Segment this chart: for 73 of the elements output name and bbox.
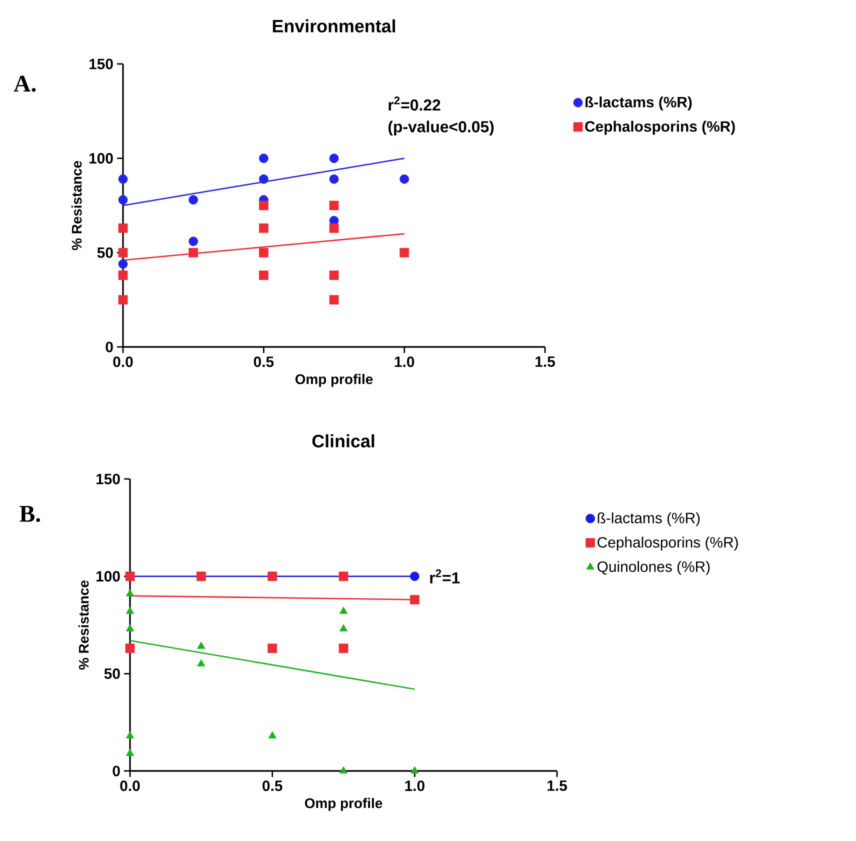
x-tick-label: 0.5 <box>254 356 274 368</box>
point <box>126 589 134 596</box>
x-tick-label: 1.0 <box>394 356 414 368</box>
point <box>268 731 276 738</box>
x-axis-title: Omp profile <box>295 374 373 387</box>
y-tick-label: 0 <box>112 766 120 776</box>
point <box>338 644 348 654</box>
x-tick-label: 0.0 <box>120 780 140 792</box>
point <box>188 236 198 246</box>
y-tick-label: 150 <box>96 474 120 484</box>
y-axis-title: % Resistance <box>71 161 82 250</box>
point <box>118 223 128 233</box>
y-tick-label: 150 <box>89 58 113 70</box>
annotation: r$^{2}$=1 <box>430 569 460 584</box>
point <box>125 644 135 654</box>
point <box>268 644 278 654</box>
point <box>258 200 268 210</box>
legend-label: ß-lactams (%R) <box>598 512 700 526</box>
point <box>329 154 339 164</box>
chart-title: Environmental <box>272 19 396 32</box>
point <box>410 594 420 604</box>
point <box>258 174 268 184</box>
point <box>118 174 128 184</box>
y-tick-label: 50 <box>104 668 120 679</box>
point <box>329 223 339 233</box>
text: A. <box>14 76 36 92</box>
point <box>118 295 128 305</box>
point <box>126 748 134 756</box>
x-tick-label: 1.0 <box>405 780 424 792</box>
point <box>188 195 198 205</box>
y-tick-label: 100 <box>96 571 120 582</box>
point <box>197 642 206 649</box>
point <box>339 766 348 774</box>
point <box>410 766 419 774</box>
legend-label: Cephalosporins (%R) <box>585 120 735 135</box>
point <box>126 606 134 614</box>
point <box>410 572 420 582</box>
point <box>197 659 206 666</box>
point <box>188 248 198 258</box>
point <box>126 731 134 738</box>
point <box>329 200 339 210</box>
y-axis-title: % Resistance <box>78 580 89 670</box>
chart-title: Clinical <box>312 434 374 448</box>
text: B. <box>20 506 40 522</box>
point <box>118 195 128 205</box>
x-tick-label: 1.5 <box>536 356 555 367</box>
point <box>258 154 268 164</box>
annotation: (p-value<0.05) <box>388 120 494 136</box>
legend-label: ß-lactams (%R) <box>586 96 692 110</box>
legend-label: Quinolones (%R) <box>598 560 710 575</box>
point <box>258 223 268 233</box>
x-axis-title: Omp profile <box>304 798 382 811</box>
point <box>400 174 410 184</box>
annotation: r$^{2}$=0.22 <box>388 96 440 111</box>
legend-label: Cephalosporins (%R) <box>598 536 738 551</box>
point <box>400 248 410 258</box>
y-tick-label: 50 <box>97 247 113 258</box>
x-tick-label: 0.5 <box>262 780 282 792</box>
point <box>118 270 128 280</box>
point <box>118 248 128 258</box>
y-tick-label: 100 <box>89 153 113 164</box>
point <box>339 624 348 632</box>
point <box>118 259 128 269</box>
point <box>329 174 339 184</box>
point <box>329 270 339 280</box>
point <box>339 606 348 614</box>
x-tick-label: 0.0 <box>113 356 133 368</box>
point <box>329 295 339 305</box>
point <box>258 270 268 280</box>
x-tick-label: 1.5 <box>548 780 567 791</box>
point <box>126 624 134 632</box>
y-tick-label: 0 <box>106 342 113 352</box>
point <box>258 248 268 258</box>
